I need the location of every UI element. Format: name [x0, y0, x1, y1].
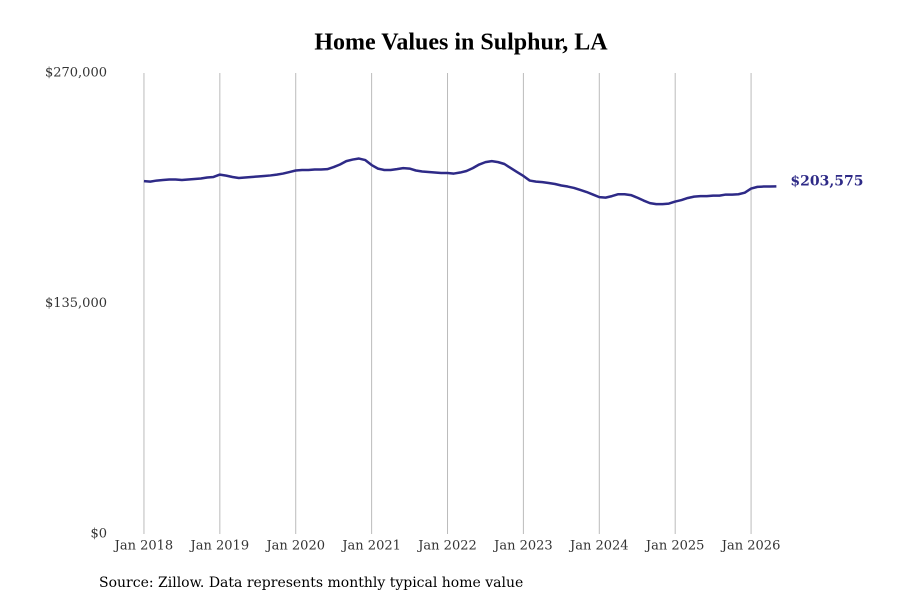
x-tick-label: Jan 2020 — [264, 539, 325, 554]
x-tick-label: Jan 2021 — [340, 539, 401, 554]
x-tick-label: Jan 2025 — [644, 539, 705, 554]
x-tick-label: Jan 2019 — [189, 539, 250, 554]
x-tick-label: Jan 2026 — [720, 539, 781, 554]
y-tick-label: $135,000 — [45, 296, 107, 311]
x-tick-label: Jan 2024 — [568, 539, 629, 554]
x-tick-label: Jan 2018 — [113, 539, 174, 554]
line — [143, 157, 777, 206]
source-note: Source: Zillow. Data represents monthly … — [99, 575, 523, 591]
chart-title: Home Values in Sulphur, LA — [314, 30, 608, 56]
y-tick-label: $0 — [90, 527, 107, 542]
x-tick-label: Jan 2022 — [416, 539, 477, 554]
y-tick-label: $270,000 — [45, 66, 107, 81]
x-tick-label: Jan 2023 — [492, 539, 553, 554]
value-label: $203,575 — [790, 173, 863, 189]
